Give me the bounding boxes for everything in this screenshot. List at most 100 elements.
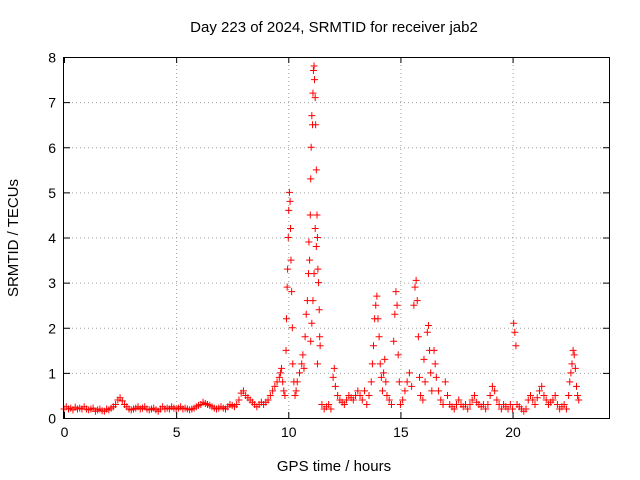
data-point xyxy=(340,400,348,408)
data-point xyxy=(428,387,436,395)
data-point xyxy=(286,197,294,205)
data-point xyxy=(383,391,391,399)
x-tick-label: 15 xyxy=(393,424,409,440)
data-point xyxy=(313,360,321,368)
data-point xyxy=(381,355,389,363)
data-point xyxy=(314,265,322,273)
data-point xyxy=(311,224,319,232)
data-point xyxy=(522,405,530,413)
data-point xyxy=(298,360,306,368)
data-point xyxy=(431,360,439,368)
y-tick-label: 3 xyxy=(48,275,56,291)
y-tick-label: 0 xyxy=(48,411,56,427)
data-point xyxy=(327,405,335,413)
x-axis-ticks: 0 5 10 15 20 xyxy=(61,57,521,440)
data-point xyxy=(306,211,314,219)
data-point xyxy=(575,396,583,404)
data-point xyxy=(233,400,241,408)
data-point xyxy=(394,351,402,359)
data-point xyxy=(410,301,418,309)
data-point xyxy=(287,256,295,264)
data-point xyxy=(405,369,413,377)
data-point xyxy=(318,400,326,408)
data-point xyxy=(308,319,316,327)
data-point xyxy=(118,397,126,405)
data-point xyxy=(391,310,399,318)
y-axis-ticks: 0 1 2 3 4 5 6 7 8 xyxy=(48,50,609,427)
data-point xyxy=(527,391,535,399)
data-point xyxy=(455,396,463,404)
data-point xyxy=(484,400,492,408)
data-point xyxy=(571,364,579,372)
data-point xyxy=(354,387,362,395)
data-point xyxy=(393,301,401,309)
data-point xyxy=(375,333,383,341)
data-point xyxy=(282,346,290,354)
x-tick-label: 20 xyxy=(505,424,521,440)
data-point xyxy=(566,378,574,386)
data-point xyxy=(313,234,321,241)
data-point xyxy=(380,369,388,377)
data-point xyxy=(310,270,318,278)
data-point xyxy=(482,405,490,413)
data-point xyxy=(574,391,582,399)
data-point xyxy=(538,382,546,390)
data-point xyxy=(343,396,351,404)
data-point xyxy=(510,319,518,327)
data-point xyxy=(312,243,320,251)
y-tick-label: 8 xyxy=(48,50,56,66)
data-point xyxy=(308,112,316,120)
data-point xyxy=(306,256,314,264)
data-point xyxy=(293,378,301,386)
data-point xyxy=(307,175,315,183)
data-point xyxy=(396,400,404,408)
data-point xyxy=(506,400,514,408)
data-point xyxy=(329,373,337,381)
data-point xyxy=(565,391,573,399)
data-point xyxy=(334,391,342,399)
data-point xyxy=(378,387,386,395)
x-tick-label: 5 xyxy=(173,424,181,440)
plot-frame xyxy=(63,57,610,419)
data-point xyxy=(283,283,291,291)
data-point xyxy=(382,378,390,386)
data-point xyxy=(316,342,324,350)
data-point xyxy=(313,211,321,219)
data-point xyxy=(529,396,537,404)
data-point xyxy=(330,364,338,372)
data-point xyxy=(282,315,290,323)
data-point xyxy=(542,396,550,404)
data-point xyxy=(497,405,505,413)
data-point xyxy=(307,337,315,345)
data-point xyxy=(568,360,576,368)
data-point xyxy=(316,333,324,341)
data-point xyxy=(412,276,420,284)
chart-title: Day 223 of 2024, SRMTID for receiver jab… xyxy=(190,19,478,36)
data-point xyxy=(311,76,319,84)
data-point xyxy=(439,400,447,408)
data-point xyxy=(421,378,429,386)
data-point xyxy=(315,279,323,287)
data-point xyxy=(385,396,393,404)
data-point xyxy=(403,378,411,386)
data-point xyxy=(291,391,299,399)
data-point xyxy=(302,310,310,318)
data-point xyxy=(309,297,317,305)
data-point xyxy=(432,373,440,381)
data-point xyxy=(470,391,478,399)
data-point xyxy=(512,342,520,350)
data-point xyxy=(275,373,283,381)
data-point xyxy=(491,387,499,395)
data-point xyxy=(420,355,428,363)
data-point xyxy=(535,387,543,395)
data-point xyxy=(395,378,403,386)
data-point xyxy=(511,328,519,336)
data-point xyxy=(531,400,539,408)
data-points xyxy=(60,62,583,415)
data-point xyxy=(464,405,472,413)
data-point xyxy=(287,224,295,232)
data-point xyxy=(572,382,580,390)
y-tick-label: 6 xyxy=(48,140,56,156)
data-point xyxy=(331,382,339,390)
data-point xyxy=(444,391,452,399)
